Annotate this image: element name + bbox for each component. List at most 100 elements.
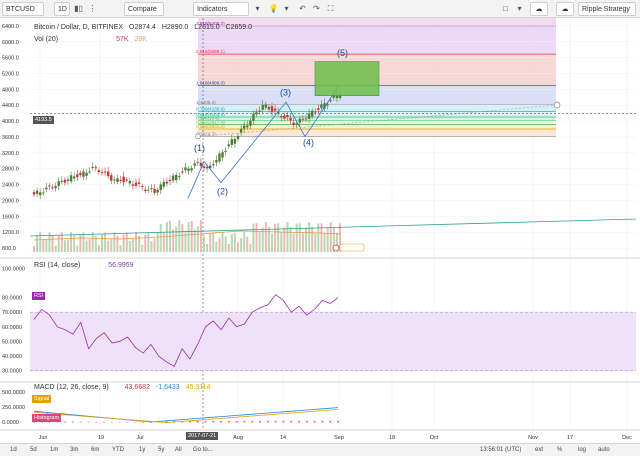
candle-body [42, 192, 45, 194]
candle-body [193, 163, 196, 166]
macd-histogram-bar [142, 422, 145, 423]
fib-level-label: 2.618(5688.1) [196, 49, 225, 54]
volume-bar [215, 241, 218, 252]
macd-value-3: 45.3114 [185, 384, 211, 391]
volume-bar [311, 227, 314, 252]
candle-body [283, 115, 286, 119]
volume-bar [181, 224, 184, 252]
fib-zone [198, 120, 556, 125]
volume-bar [76, 245, 79, 252]
color-square-icon[interactable]: □ [503, 4, 508, 13]
candle-body [45, 187, 48, 190]
volume-bar [119, 245, 122, 252]
range-6m[interactable]: 6m [91, 447, 100, 453]
candle-body [212, 164, 215, 166]
candle-body [51, 187, 54, 189]
volume-bar [42, 240, 45, 252]
macd-histogram-bar [126, 422, 129, 423]
fib-level-label: 0.786(4236.9) [196, 107, 225, 112]
indicators-button[interactable]: Indicators [193, 2, 249, 16]
cloud-save-icon[interactable]: ☁ [530, 2, 548, 16]
candle-body [184, 167, 187, 171]
volume-bar [94, 235, 97, 252]
percent-toggle[interactable]: % [557, 447, 563, 453]
time-tick-label: 18 [389, 435, 395, 441]
log-toggle[interactable]: log [578, 447, 587, 453]
range-all[interactable]: All [175, 447, 182, 453]
volume-bar [292, 233, 295, 252]
range-1m[interactable]: 1m [50, 447, 59, 453]
macd-tick-label: 250.0000 [2, 405, 25, 411]
chevron-down-icon[interactable]: ▾ [517, 4, 522, 13]
candle-body [72, 176, 76, 179]
range-1y[interactable]: 1y [139, 447, 146, 453]
ext-toggle[interactable]: ext [535, 447, 544, 453]
candle-body [267, 106, 271, 110]
chevron-down-icon[interactable]: ▾ [284, 4, 289, 13]
candle-body [69, 175, 73, 182]
symbol-input[interactable]: BTCUSD [2, 2, 44, 16]
rsi-legend: RSI (14, close) 56.9959 [34, 262, 138, 269]
volume-bar [286, 222, 289, 252]
candle-body [181, 171, 184, 173]
volume-bar [39, 232, 42, 252]
volume-bar [85, 240, 88, 252]
compare-button[interactable]: Compare [124, 2, 164, 16]
candle-body [60, 180, 64, 182]
candle-body [298, 118, 302, 123]
rsi-tick-label: 70.0000 [2, 310, 22, 316]
chart-type-icon[interactable]: ⋮ [88, 4, 97, 13]
volume-bar [156, 232, 159, 252]
volume-bar [162, 232, 165, 252]
candle-style-icon[interactable]: ▮▯ [74, 4, 83, 13]
macd-histogram-bar [165, 420, 168, 423]
auto-toggle[interactable]: auto [598, 447, 610, 453]
time-tick-label: 14 [280, 435, 286, 441]
fib-zone [198, 124, 556, 129]
candle-body [307, 113, 311, 119]
price-tick-label: 2800.0 [2, 167, 19, 173]
candle-body [246, 125, 249, 128]
volume-bar [33, 246, 35, 252]
candle-body [122, 176, 125, 183]
range-5d[interactable]: 5d [30, 447, 37, 453]
interval-button[interactable]: 1D [54, 2, 70, 16]
legend-close: C2659.0 [225, 24, 253, 31]
candle-body [165, 181, 169, 184]
candle-body [335, 95, 339, 99]
macd-histogram-bar [227, 420, 230, 423]
undo-icon[interactable]: ↶ [299, 4, 306, 13]
volume-bar [264, 222, 267, 252]
templates-icon[interactable]: ▾ [255, 4, 260, 13]
candle-body [261, 105, 264, 110]
macd-histogram-bar [337, 420, 339, 423]
fib-zone [198, 25, 556, 55]
volume-bar [97, 245, 100, 252]
range-5y[interactable]: 5y [158, 447, 165, 453]
alert-icon[interactable]: 💡 [268, 4, 279, 13]
candle-body [292, 122, 295, 126]
candle-body [144, 189, 147, 191]
price-chart[interactable]: 3.618(6400.3) 2.618(5688.1) 1.618(4896.0) 1… [0, 18, 640, 443]
price-tick-label: 4400.0 [2, 103, 19, 109]
fullscreen-icon[interactable]: ⛶ [327, 4, 334, 13]
goto-button[interactable]: Go to... [193, 447, 213, 453]
range-1d[interactable]: 1d [10, 447, 17, 453]
range-ytd[interactable]: YTD [112, 447, 124, 453]
macd-legend: MACD (12, 26, close, 9) 43.6682 -1.6433 … [34, 384, 214, 391]
macd-histogram-bar [118, 422, 121, 423]
candle-body [32, 192, 36, 195]
cloud-load-icon[interactable]: ☁ [556, 2, 574, 16]
volume-bar [153, 238, 156, 252]
volume-bar [138, 235, 141, 252]
volume-bar [209, 233, 212, 252]
macd-signal-line [33, 409, 339, 424]
macd-label: MACD (12, 26, close, 9) [34, 384, 109, 391]
volume-bar [122, 234, 125, 252]
histogram-tag: Histogram [32, 414, 62, 422]
volume-bar [51, 235, 54, 252]
volume-bar [243, 232, 246, 252]
strategy-button[interactable]: Ripple Strategy [578, 2, 636, 16]
redo-icon[interactable]: ↷ [313, 4, 320, 13]
range-3m[interactable]: 3m [70, 447, 79, 453]
